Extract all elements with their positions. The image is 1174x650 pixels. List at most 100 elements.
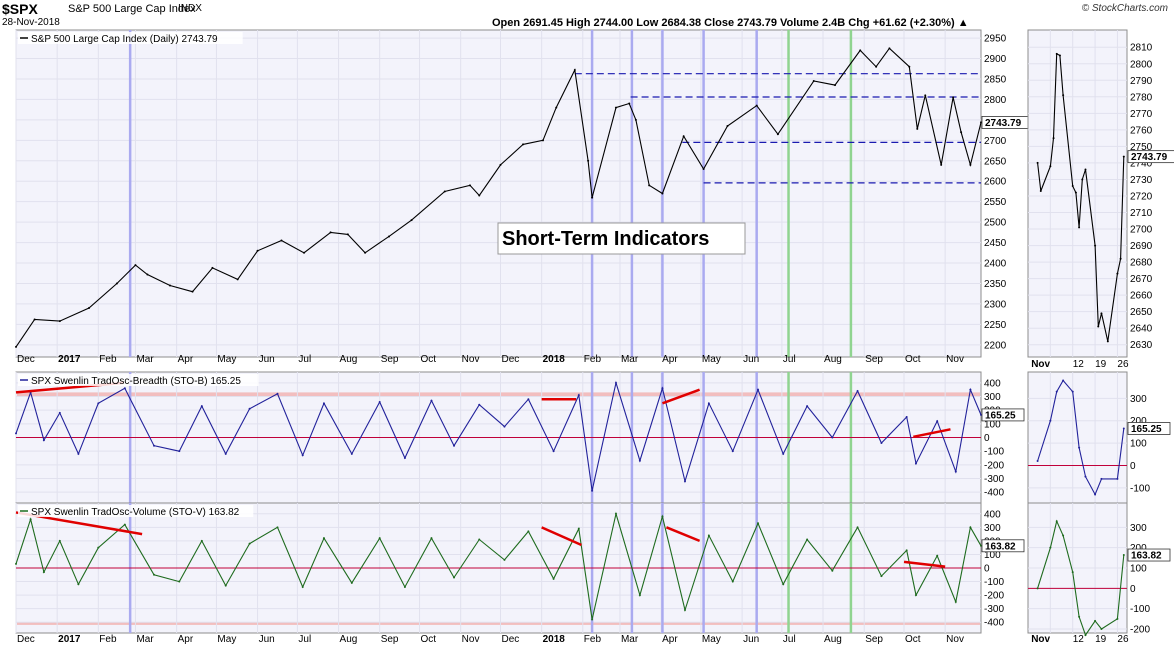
x-tick-label: Feb [99,634,117,645]
data-point [211,266,214,269]
data-point [782,583,785,586]
data-point [1094,244,1097,247]
y-tick-label: 100 [984,550,1001,561]
data-point [387,235,390,238]
data-point [58,411,61,414]
x-tick-label: Jun [259,634,275,645]
x-tick-label: Mar [136,634,154,645]
data-point [1081,178,1084,181]
price-zoom-panel: 2630 2640 2650 2660 2670 2680 2690 2700 2710 2720… [1027,29,1174,358]
y-tick-label: 200 [1130,416,1147,427]
data-point [1100,628,1103,630]
data-point [522,143,525,146]
data-point [276,526,279,529]
panel-title: S&P 500 Large Cap Index (Daily) 2743.79 [31,34,218,45]
x-tick-label: 2018 [543,634,566,645]
series-line [15,47,982,348]
data-point [364,251,367,254]
x-tick-label: Dec [17,354,35,365]
x-tick-label: Oct [905,634,921,645]
last-value-tag [981,408,1025,422]
x-tick-label: 26 [1117,359,1129,370]
y-tick-label: 300 [1130,394,1147,405]
data-point [468,184,471,187]
y-tick-label: 400 [984,509,1001,520]
data-point [478,194,481,197]
y-tick-label: 0 [1130,461,1136,472]
x-tick-label: Jun [743,634,759,645]
exchange-label: INDX [178,3,202,14]
x-tick-label: Nov [1031,359,1050,370]
last-value-label: 163.82 [1131,551,1162,562]
x-tick-label: Feb [584,354,602,365]
data-point [880,441,883,444]
data-point [1052,137,1055,140]
y-tick-label: 2800 [1130,59,1153,70]
data-point [77,452,80,455]
data-point [888,47,891,50]
data-point [58,539,61,542]
data-point [1062,379,1065,382]
data-point [908,65,911,68]
signal-band [17,622,980,625]
x-tick-label: Jun [743,354,759,365]
data-point [1049,546,1052,549]
data-point [952,96,955,99]
x-tick-label: 2017 [58,634,81,645]
divergence-trendline [665,526,701,543]
y-tick-label: 2400 [984,259,1007,270]
divergence-trendline [903,560,946,568]
x-tick-label: 19 [1095,634,1107,645]
data-point [960,131,963,134]
data-point [453,576,456,579]
x-tick-label: Mar [621,354,639,365]
y-tick-label: 2660 [1130,291,1153,302]
y-tick-label: 100 [1130,564,1147,575]
data-point [350,581,353,584]
y-tick-label: 2630 [1130,340,1153,351]
data-point [628,102,631,105]
x-tick-label: Nov [946,354,964,365]
data-point [661,515,664,518]
x-tick-label: Dec [501,354,519,365]
data-point [1084,168,1087,171]
x-tick-label: Feb [99,354,117,365]
x-tick-label: May [217,354,236,365]
data-point [1078,226,1081,229]
y-tick-label: 0 [1130,584,1136,595]
y-tick-label: -100 [1130,604,1150,615]
data-point [200,405,203,408]
data-point [430,399,433,402]
data-point [591,618,594,621]
data-point [1074,191,1077,194]
data-point [403,457,406,459]
data-point [541,139,544,142]
data-point [856,526,859,529]
data-point [831,569,834,572]
data-point [555,106,558,109]
data-point [503,558,506,561]
y-tick-label: 2730 [1130,175,1153,186]
y-tick-label: 100 [1130,439,1147,450]
x-tick-label: Aug [824,354,842,365]
data-point [115,282,118,285]
x-tick-label: Apr [178,354,194,365]
y-tick-label: -200 [984,460,1004,471]
title-backdrop [18,32,243,44]
x-tick-label: Nov [1031,634,1050,645]
y-tick-label: 2680 [1130,258,1153,269]
x-tick-label: 2017 [58,354,81,365]
y-tick-label: 2710 [1130,208,1153,219]
data-point [1078,446,1081,449]
y-tick-label: -200 [984,591,1004,602]
data-point [880,575,883,578]
data-point [322,537,325,540]
y-tick-label: 2700 [1130,225,1153,236]
security-name: S&P 500 Large Cap Index [68,3,196,15]
x-tick-label: 12 [1073,634,1085,645]
x-tick-label: Oct [421,354,437,365]
data-point [178,450,181,453]
last-value-label: 2743.79 [1131,152,1168,163]
y-tick-label: 2740 [1130,158,1153,169]
